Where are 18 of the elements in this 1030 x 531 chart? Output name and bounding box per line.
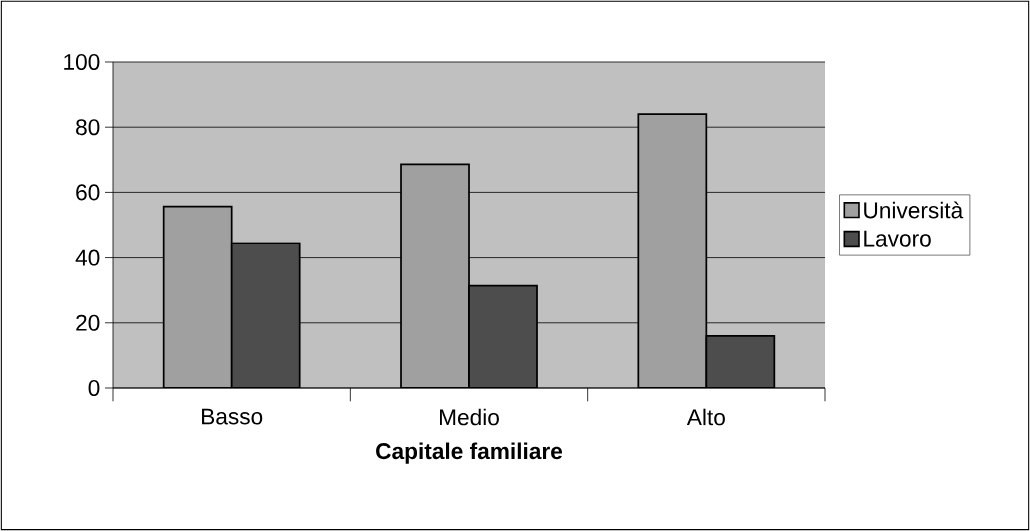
y-tick-label: 100	[64, 53, 100, 71]
y-tick-label: 60	[76, 184, 100, 201]
y-tick-label: 0	[88, 379, 100, 397]
bar	[400, 163, 470, 388]
x-axis-title: Capitale familiare	[376, 442, 563, 464]
bar	[637, 113, 708, 388]
x-tick-label: Basso	[202, 408, 263, 425]
legend-label: Università	[864, 201, 964, 219]
bar	[230, 242, 301, 388]
bar	[705, 334, 776, 388]
legend-label: Lavoro	[864, 230, 931, 247]
x-tick-label: Alto	[686, 408, 725, 426]
bar	[162, 205, 233, 388]
y-tick-label: 40	[75, 249, 100, 266]
x-tick-label: Medio	[440, 408, 499, 426]
y-tick-label: 20	[76, 314, 100, 331]
y-tick-label: 80	[76, 119, 100, 136]
bar	[468, 284, 538, 388]
